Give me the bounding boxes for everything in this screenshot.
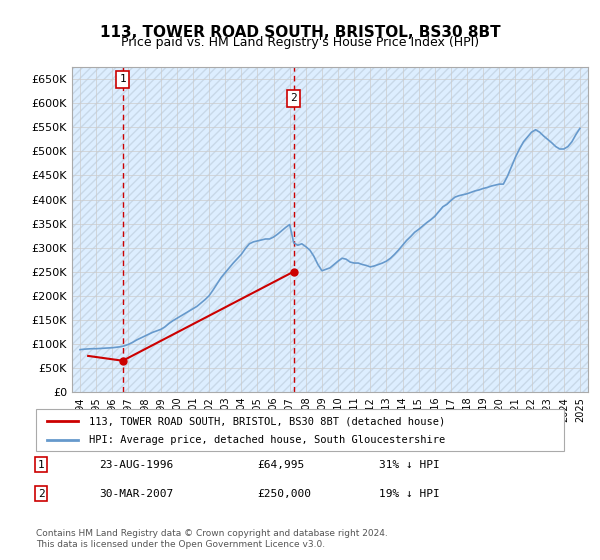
Text: Contains HM Land Registry data © Crown copyright and database right 2024.
This d: Contains HM Land Registry data © Crown c… [36, 529, 388, 549]
Text: 31% ↓ HPI: 31% ↓ HPI [379, 460, 440, 470]
Text: 19% ↓ HPI: 19% ↓ HPI [379, 489, 440, 498]
Text: 1: 1 [38, 460, 44, 470]
Text: 23-AUG-1996: 23-AUG-1996 [100, 460, 173, 470]
Text: 2: 2 [290, 94, 297, 104]
Text: £64,995: £64,995 [258, 460, 305, 470]
Text: HPI: Average price, detached house, South Gloucestershire: HPI: Average price, detached house, Sout… [89, 435, 445, 445]
Text: Price paid vs. HM Land Registry's House Price Index (HPI): Price paid vs. HM Land Registry's House … [121, 36, 479, 49]
Text: 30-MAR-2007: 30-MAR-2007 [100, 489, 173, 498]
Text: 2: 2 [38, 489, 44, 498]
Text: 113, TOWER ROAD SOUTH, BRISTOL, BS30 8BT (detached house): 113, TOWER ROAD SOUTH, BRISTOL, BS30 8BT… [89, 417, 445, 426]
Text: 1: 1 [119, 74, 126, 84]
FancyBboxPatch shape [36, 409, 564, 451]
Text: 113, TOWER ROAD SOUTH, BRISTOL, BS30 8BT: 113, TOWER ROAD SOUTH, BRISTOL, BS30 8BT [100, 25, 500, 40]
Text: £250,000: £250,000 [258, 489, 312, 498]
